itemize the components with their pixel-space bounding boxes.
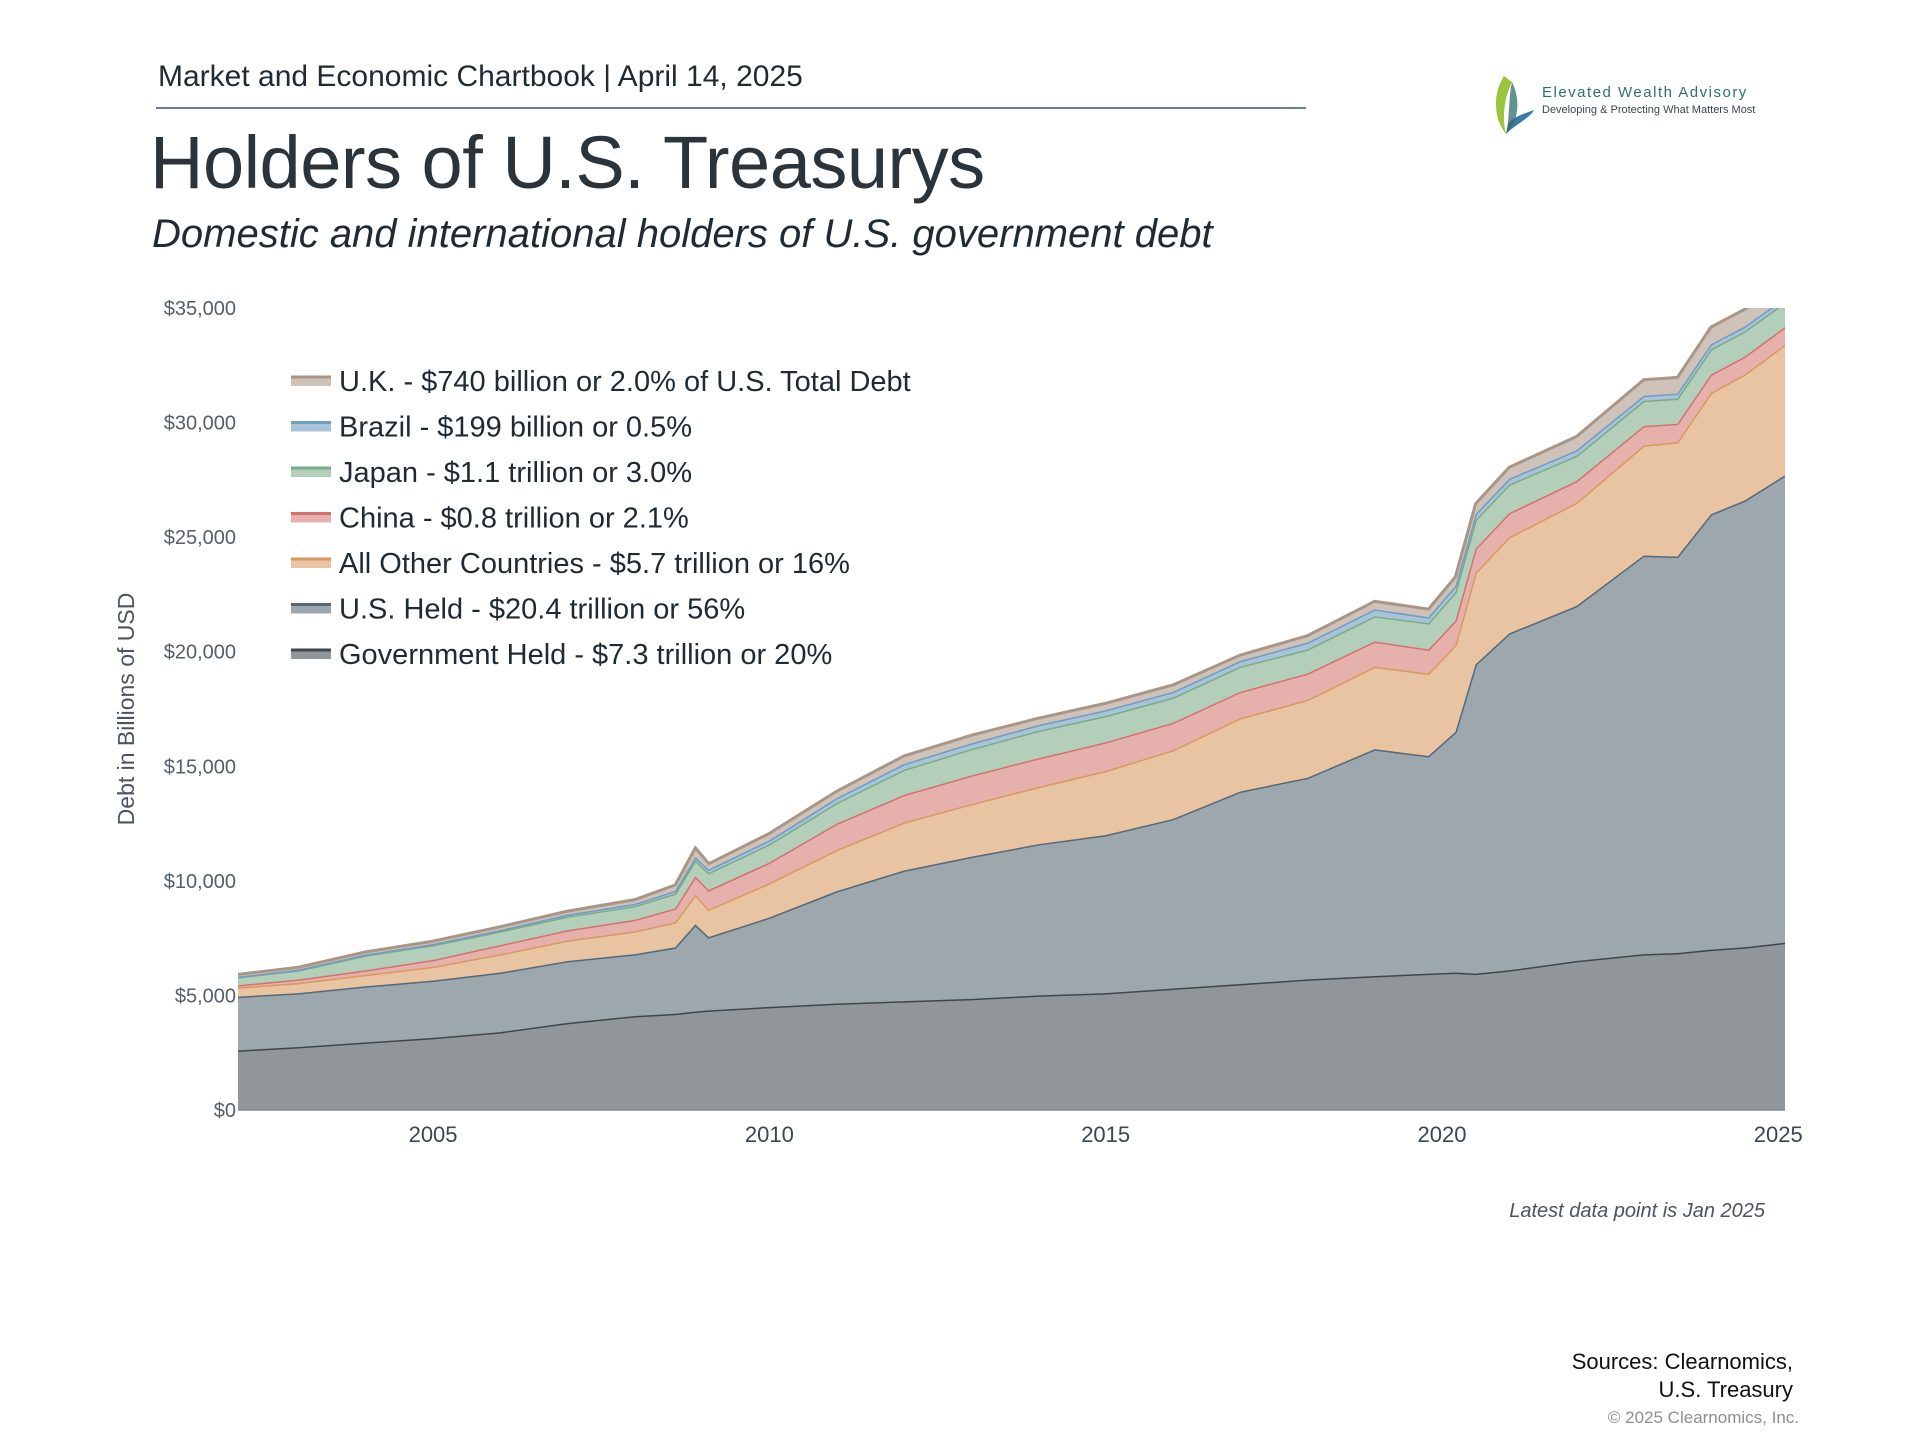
- legend-swatch-all-other-countries: [291, 558, 331, 568]
- logo-tagline: Developing & Protecting What Matters Mos…: [1542, 104, 1756, 116]
- chartbook-header: Market and Economic Chartbook | April 14…: [158, 60, 803, 93]
- sources-line-2: U.S. Treasury: [1658, 1377, 1793, 1402]
- y-tick-label: $30,000: [164, 413, 236, 435]
- legend-swatch-u-s-held: [291, 603, 331, 614]
- legend-label-u-k: U.K. - $740 billion or 2.0% of U.S. Tota…: [339, 366, 911, 398]
- x-tick-label: 2005: [409, 1122, 458, 1147]
- x-tick-label: 2020: [1417, 1122, 1466, 1147]
- area-government-held: [238, 942, 1785, 1110]
- legend-label-government-held: Government Held - $7.3 trillion or 20%: [339, 639, 832, 671]
- legend-label-japan: Japan - $1.1 trillion or 3.0%: [339, 457, 692, 489]
- legend-label-china: China - $0.8 trillion or 2.1%: [339, 503, 689, 535]
- y-tick-label: $35,000: [164, 298, 236, 320]
- y-tick-label: $25,000: [164, 527, 236, 549]
- legend-label-brazil: Brazil - $199 billion or 0.5%: [339, 412, 692, 444]
- sources-line-1: Sources: Clearnomics,: [1571, 1349, 1793, 1374]
- area-layers: [238, 308, 1785, 1110]
- line-u-k: [238, 308, 1750, 976]
- y-tick-label: $15,000: [164, 756, 236, 778]
- x-tick-label: 2015: [1081, 1122, 1130, 1147]
- latest-data-note: Latest data point is Jan 2025: [1509, 1200, 1765, 1222]
- page-subtitle: Domestic and international holders of U.…: [152, 212, 1213, 256]
- x-tick-label: 2025: [1754, 1122, 1803, 1147]
- logo-leaf-icon: [1495, 76, 1534, 134]
- page-title: Holders of U.S. Treasurys: [150, 121, 985, 204]
- y-axis-title: Debt in Billions of USD: [113, 593, 139, 826]
- legend-swatch-u-k: [291, 376, 331, 386]
- company-logo: Elevated Wealth Advisory Developing & Pr…: [1490, 74, 1790, 136]
- sources-note: Sources: Clearnomics, U.S. Treasury: [1572, 1348, 1793, 1404]
- header-divider: [156, 107, 1306, 109]
- area-u-s-held: [238, 475, 1785, 1051]
- y-tick-label: $20,000: [164, 642, 236, 664]
- y-tick-label: $5,000: [175, 985, 236, 1007]
- legend-label-u-s-held: U.S. Held - $20.4 trillion or 56%: [339, 594, 745, 626]
- copyright-note: © 2025 Clearnomics, Inc.: [1607, 1408, 1799, 1427]
- legend-swatch-japan: [291, 467, 331, 477]
- y-tick-label: $10,000: [164, 871, 236, 893]
- legend-label-all-other-countries: All Other Countries - $5.7 trillion or 1…: [339, 548, 850, 580]
- legend-swatch-china: [291, 512, 331, 523]
- legend-swatch-brazil: [291, 421, 331, 432]
- y-tick-label: $0: [214, 1100, 236, 1122]
- logo-company-name: Elevated Wealth Advisory: [1542, 84, 1748, 101]
- x-tick-label: 2010: [745, 1122, 794, 1147]
- legend-swatch-government-held: [291, 649, 331, 659]
